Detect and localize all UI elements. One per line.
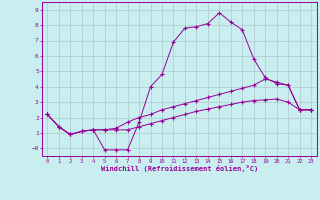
- X-axis label: Windchill (Refroidissement éolien,°C): Windchill (Refroidissement éolien,°C): [100, 165, 258, 172]
